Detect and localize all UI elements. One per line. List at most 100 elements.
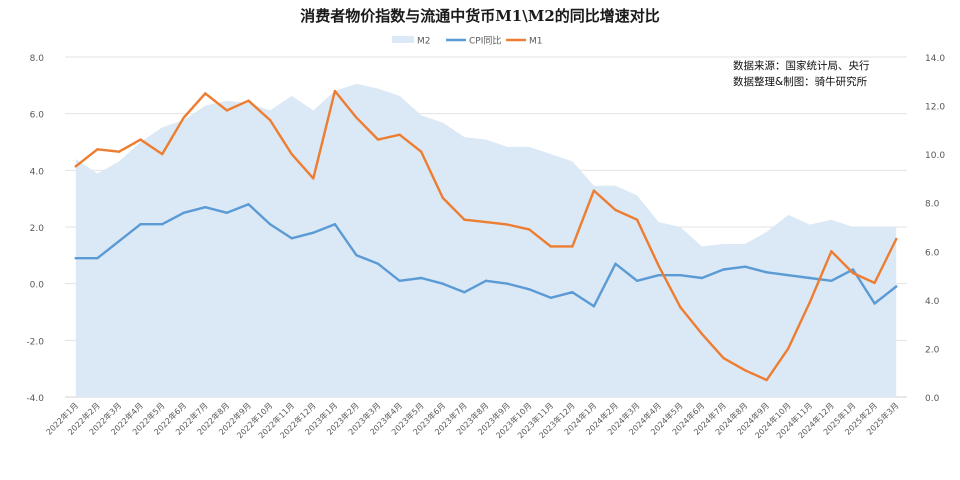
cpi-point bbox=[506, 282, 509, 285]
cpi-point bbox=[679, 274, 682, 277]
m1-point bbox=[204, 92, 207, 95]
cpi-point bbox=[117, 240, 121, 243]
m1-point bbox=[787, 347, 790, 350]
left-tick-label: 0.0 bbox=[30, 281, 45, 291]
m1-point bbox=[74, 165, 78, 168]
cpi-point bbox=[765, 271, 768, 274]
m1-point bbox=[247, 99, 250, 102]
m1-point bbox=[161, 152, 164, 156]
cpi-point bbox=[420, 276, 423, 280]
m1-point bbox=[895, 237, 898, 241]
right-tick-label: 0.0 bbox=[925, 394, 940, 404]
m1-point bbox=[808, 301, 811, 304]
cpi-point bbox=[851, 268, 855, 271]
cpi-point bbox=[204, 206, 207, 209]
m1-point bbox=[722, 356, 725, 360]
legend: M2 CPI同比 M1 bbox=[392, 35, 543, 47]
cpi-point bbox=[873, 302, 876, 305]
m1-point bbox=[441, 196, 444, 200]
m1-point bbox=[830, 250, 833, 253]
m1-point bbox=[117, 150, 121, 153]
left-tick-label: 4.0 bbox=[30, 167, 45, 177]
x-axis-ticks: 2022年1月2022年2月2022年3月2022年4月2022年5月2022年… bbox=[44, 400, 901, 440]
m1-point bbox=[398, 133, 401, 136]
cpi-point bbox=[830, 279, 833, 282]
m1-point bbox=[376, 138, 380, 141]
cpi-point bbox=[312, 231, 315, 234]
cpi-point bbox=[571, 291, 574, 294]
cpi-point bbox=[787, 274, 790, 277]
cpi-point bbox=[895, 285, 898, 288]
m1-point bbox=[290, 152, 293, 156]
left-tick-label: 6.0 bbox=[30, 111, 45, 121]
cpi-point bbox=[290, 237, 293, 240]
left-tick-label: -4.0 bbox=[26, 394, 44, 404]
m1-point bbox=[571, 245, 574, 248]
m2-area-layer bbox=[75, 83, 897, 397]
cpi-point bbox=[225, 211, 229, 214]
m1-point bbox=[506, 223, 509, 226]
left-axis-ticks: -4.0 -2.0 0.0 2.0 4.0 6.0 8.0 bbox=[26, 54, 44, 404]
cpi-point bbox=[376, 262, 380, 265]
cpi-point bbox=[268, 223, 272, 226]
right-axis-ticks: 0.0 2.0 4.0 6.0 8.0 10.0 12.0 14.0 bbox=[925, 54, 945, 404]
cpi-point bbox=[74, 257, 78, 260]
m1-point bbox=[528, 228, 531, 231]
cpi-point bbox=[139, 223, 142, 226]
cpi-point bbox=[441, 282, 444, 285]
m1-point bbox=[312, 177, 315, 180]
chart-title: 消费者物价指数与流通中货币M1\M2的同比增速对比 bbox=[300, 7, 660, 25]
source-line-1: 数据来源：国家统计局、央行 bbox=[733, 59, 870, 72]
cpi-point bbox=[484, 279, 488, 282]
cpi-point bbox=[722, 268, 725, 271]
m1-point bbox=[139, 138, 142, 141]
source-line-2: 数据整理&制图：骑牛研究所 bbox=[733, 75, 868, 88]
cpi-point bbox=[247, 203, 250, 206]
m1-point bbox=[765, 378, 768, 382]
series-lines-layer bbox=[74, 89, 898, 382]
m1-point bbox=[851, 271, 855, 275]
cpi-point bbox=[355, 254, 358, 257]
right-tick-label: 10.0 bbox=[925, 151, 945, 161]
cpi-point bbox=[398, 279, 401, 282]
right-tick-label: 2.0 bbox=[925, 345, 940, 355]
right-tick-label: 4.0 bbox=[925, 297, 940, 307]
cpi-point bbox=[614, 262, 617, 265]
cpi-point bbox=[743, 265, 747, 268]
legend-label: CPI同比 bbox=[469, 35, 501, 47]
m1-point bbox=[743, 369, 747, 372]
m1-point bbox=[614, 208, 617, 212]
legend-label: M2 bbox=[417, 37, 431, 47]
m1-point bbox=[635, 218, 639, 221]
cpi-point bbox=[549, 296, 552, 299]
m1-point bbox=[268, 118, 272, 122]
m1-point bbox=[225, 109, 229, 112]
m2-area bbox=[75, 83, 897, 397]
cpi-point bbox=[463, 291, 466, 294]
cpi-point bbox=[333, 223, 337, 226]
left-tick-label: -2.0 bbox=[26, 337, 44, 347]
m1-point bbox=[873, 281, 876, 285]
cpi-point bbox=[808, 276, 811, 280]
cpi-point bbox=[657, 274, 660, 277]
legend-label: M1 bbox=[529, 37, 543, 47]
m1-point bbox=[463, 218, 466, 221]
cpi-point bbox=[635, 279, 639, 282]
left-tick-label: 8.0 bbox=[30, 54, 45, 64]
m1-point bbox=[182, 116, 185, 119]
m1-point bbox=[679, 305, 682, 309]
m1-point bbox=[592, 189, 596, 192]
right-tick-label: 6.0 bbox=[925, 248, 940, 258]
legend-swatch-m2 bbox=[392, 36, 414, 43]
cpi-point bbox=[96, 257, 99, 260]
right-tick-label: 8.0 bbox=[925, 200, 940, 210]
m1-point bbox=[355, 116, 358, 119]
left-tick-label: 2.0 bbox=[30, 224, 45, 234]
cpi-point bbox=[592, 305, 596, 308]
cpi-point bbox=[700, 276, 704, 280]
m1-point bbox=[549, 245, 552, 248]
cpi-point bbox=[161, 223, 164, 226]
m1-point bbox=[657, 264, 660, 268]
cpi-point bbox=[182, 211, 185, 214]
